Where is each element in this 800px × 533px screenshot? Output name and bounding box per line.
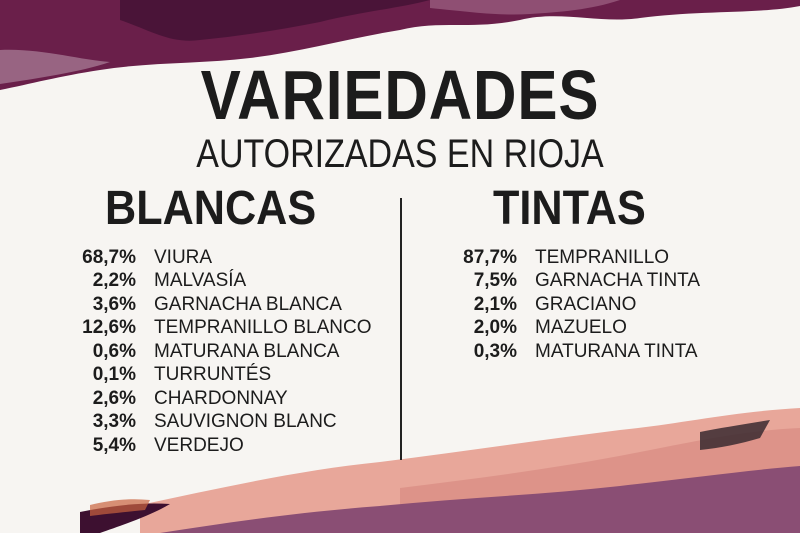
variety-name: GRACIANO [535, 293, 637, 315]
variety-percentage: 3,3% [92, 411, 136, 433]
column-divider [400, 198, 402, 460]
bottom-brush-grey [700, 420, 770, 450]
tintas-list-item: 87,7% TEMPRANILLO [405, 246, 700, 270]
blancas-list-item: 12,6% TEMPRANILLO BLANCO [0, 317, 372, 341]
variety-percentage: 87,7% [463, 246, 517, 268]
page-subtitle: AUTORIZADAS EN RIOJA [196, 132, 604, 176]
variety-name: MAZUELO [535, 317, 627, 339]
page-title: VARIEDADES [200, 56, 600, 134]
variety-name: MATURANA TINTA [535, 340, 698, 362]
variety-percentage: 68,7% [82, 246, 136, 268]
tintas-list-item: 2,0% MAZUELO [405, 317, 700, 341]
bottom-brush-mauve [160, 466, 800, 533]
blancas-list-item: 0,6% MATURANA BLANCA [0, 340, 372, 364]
variety-percentage: 12,6% [82, 317, 136, 339]
tintas-list: 87,7% TEMPRANILLO 7,5% GARNACHA TINTA 2,1% GR… [405, 246, 700, 364]
variety-percentage: 0,1% [92, 364, 136, 386]
blancas-list-item: 0,1% TURRUNTÉS [0, 364, 372, 388]
variety-name: TEMPRANILLO BLANCO [154, 317, 372, 339]
tintas-list-item: 0,3% MATURANA TINTA [405, 340, 700, 364]
variety-percentage: 7,5% [473, 270, 517, 292]
top-brush-pale [430, 0, 620, 15]
blancas-heading: BLANCAS [105, 182, 317, 235]
variety-name: VIURA [154, 246, 213, 268]
variety-name: MATURANA BLANCA [154, 340, 340, 362]
blancas-list-item: 68,7% VIURA [0, 246, 372, 270]
variety-percentage: 0,6% [92, 340, 136, 362]
tintas-list-item: 2,1% GRACIANO [405, 293, 700, 317]
variety-name: GARNACHA TINTA [535, 270, 701, 292]
variety-name: MALVASÍA [154, 270, 247, 292]
blancas-list: 68,7% VIURA 2,2% MALVASÍA 3,6% GARNACHA BLANC… [0, 246, 372, 458]
variety-name: GARNACHA BLANCA [154, 293, 342, 315]
top-brush-light [0, 49, 110, 84]
blancas-list-item: 2,2% MALVASÍA [0, 270, 372, 294]
variety-percentage: 2,1% [473, 293, 517, 315]
bottom-brush-orange [90, 499, 150, 516]
variety-name: CHARDONNAY [154, 387, 288, 409]
variety-name: VERDEJO [154, 434, 244, 456]
tintas-heading: TINTAS [493, 182, 646, 235]
tintas-list-item: 7,5% GARNACHA TINTA [405, 270, 700, 294]
blancas-list-item: 5,4% VERDEJO [0, 434, 372, 458]
variety-name: TEMPRANILLO [535, 246, 670, 268]
blancas-list-item: 2,6% CHARDONNAY [0, 387, 372, 411]
top-brush-highlight [120, 0, 430, 41]
variety-percentage: 2,2% [92, 270, 136, 292]
variety-name: TURRUNTÉS [154, 364, 272, 386]
blancas-list-item: 3,3% SAUVIGNON BLANC [0, 411, 372, 435]
blancas-list-item: 3,6% GARNACHA BLANCA [0, 293, 372, 317]
variety-percentage: 3,6% [92, 293, 136, 315]
variety-percentage: 0,3% [473, 340, 517, 362]
variety-percentage: 2,0% [473, 317, 517, 339]
variety-percentage: 2,6% [92, 387, 136, 409]
variety-percentage: 5,4% [92, 434, 136, 456]
variety-name: SAUVIGNON BLANC [154, 411, 337, 433]
